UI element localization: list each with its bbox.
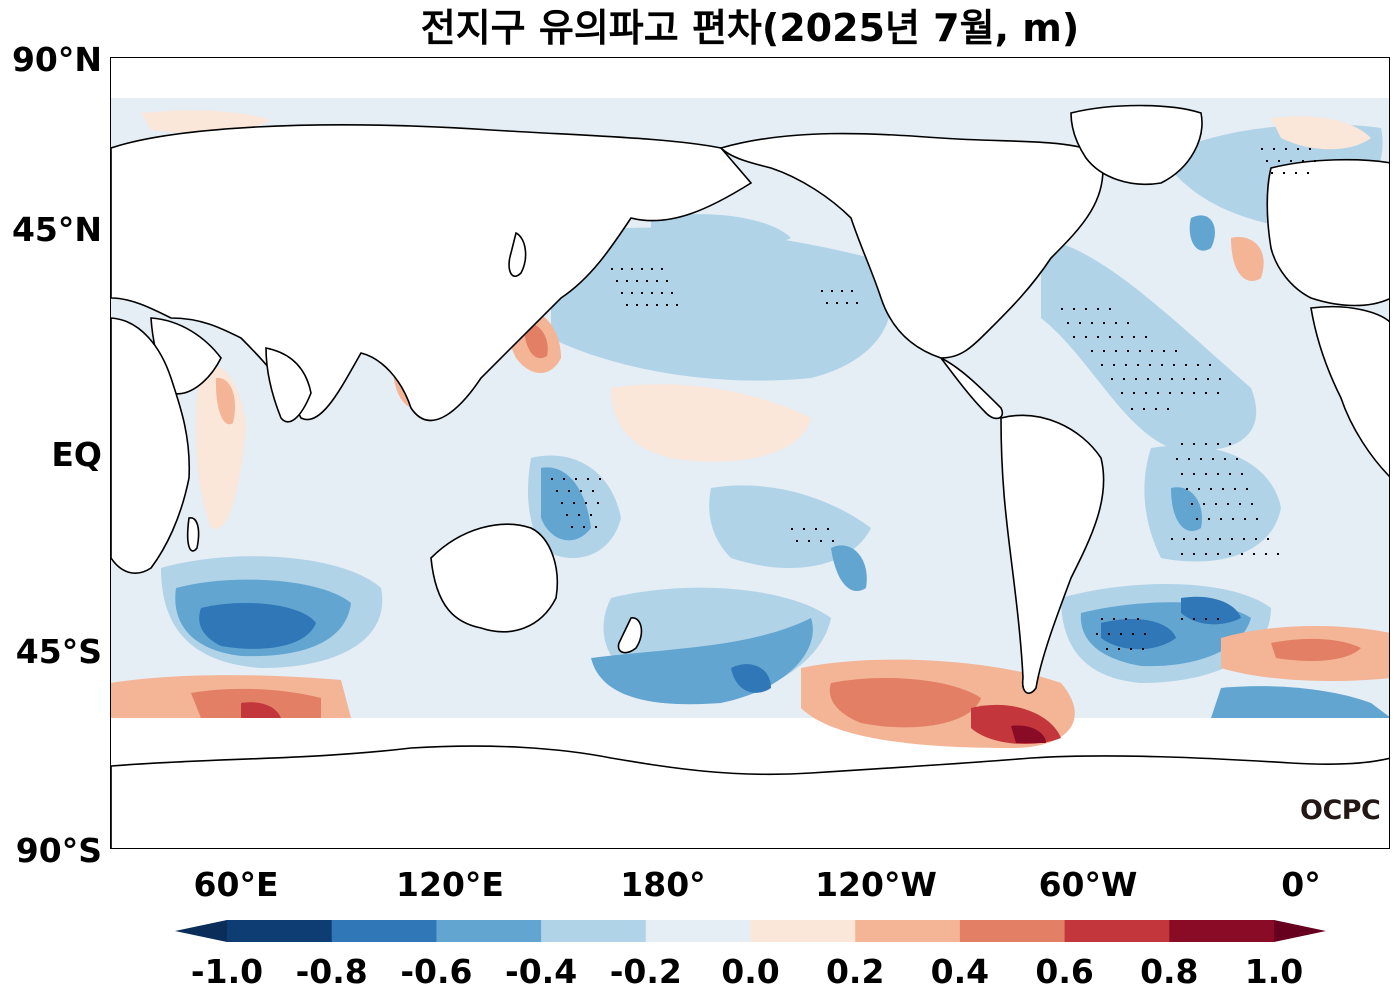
anomaly-map	[111, 98, 1389, 848]
colorbar-tick-label: -0.2	[609, 952, 682, 991]
map-title: 전지구 유의파고 편차(2025년 7월, m)	[420, 6, 1080, 50]
lon-label-120w: 120°W	[815, 865, 937, 904]
colorbar-tick-label: 0.4	[930, 952, 990, 991]
colorbar-segment	[331, 920, 437, 942]
eurasia-land	[111, 124, 753, 422]
ocpc-logo: OCPC	[1300, 795, 1381, 826]
lon-label-180: 180°	[620, 865, 706, 904]
colorbar-tick-label: 0.0	[721, 952, 780, 991]
new-zealand-land	[617, 617, 643, 654]
north-america-land	[719, 132, 1104, 359]
africa-land	[111, 317, 191, 574]
colorbar-segment	[855, 920, 961, 942]
australia-land	[430, 523, 559, 633]
europe-land	[1266, 158, 1389, 307]
central-america-land	[940, 357, 1004, 420]
lat-label-45n: 45°N	[11, 210, 102, 249]
colorbar-segment	[436, 920, 542, 942]
lat-label-90n: 90°N	[11, 40, 102, 79]
colorbar-segment	[959, 920, 1066, 942]
colorbar-tick-label: -1.0	[190, 952, 264, 991]
india-land	[265, 347, 312, 423]
map-panel	[110, 57, 1390, 849]
colorbar-tick-label: -0.4	[505, 952, 578, 991]
colorbar-segment	[1169, 920, 1275, 942]
japan-land	[508, 231, 527, 278]
colorbar-over-arrow	[1274, 920, 1326, 942]
south-america-land	[1000, 414, 1105, 694]
colorbar-tick-label: 0.2	[825, 952, 885, 991]
land-masses	[111, 104, 1389, 848]
antarctica-land	[111, 745, 1389, 848]
greenland-land	[1070, 104, 1203, 186]
lon-label-120e: 120°E	[396, 865, 504, 904]
colorbar-segment	[541, 920, 647, 942]
colorbar-segment	[227, 920, 333, 942]
west-africa-land	[1310, 305, 1389, 478]
negative-anomaly-regions	[161, 124, 1389, 718]
lat-label-45s: 45°S	[15, 632, 102, 671]
lon-label-60w: 60°W	[1038, 865, 1138, 904]
lon-label-60e: 60°E	[193, 865, 279, 904]
colorbar-segment	[1064, 920, 1170, 942]
colorbar-tick-label: 0.8	[1140, 952, 1199, 991]
colorbar-tick-label: -0.6	[400, 952, 473, 991]
colorbar-segment	[750, 920, 856, 942]
colorbar-segment	[645, 920, 751, 942]
colorbar-tick-label: -0.8	[295, 952, 368, 991]
colorbar-tick-label: 1.0	[1244, 952, 1304, 991]
colorbar-tick-label: 0.6	[1035, 952, 1094, 991]
lat-label-90s: 90°S	[15, 831, 102, 870]
madagascar-land	[186, 517, 200, 552]
colorbar-under-arrow	[175, 920, 227, 942]
lon-label-0: 0°	[1281, 865, 1321, 904]
lat-label-eq: EQ	[51, 435, 102, 474]
